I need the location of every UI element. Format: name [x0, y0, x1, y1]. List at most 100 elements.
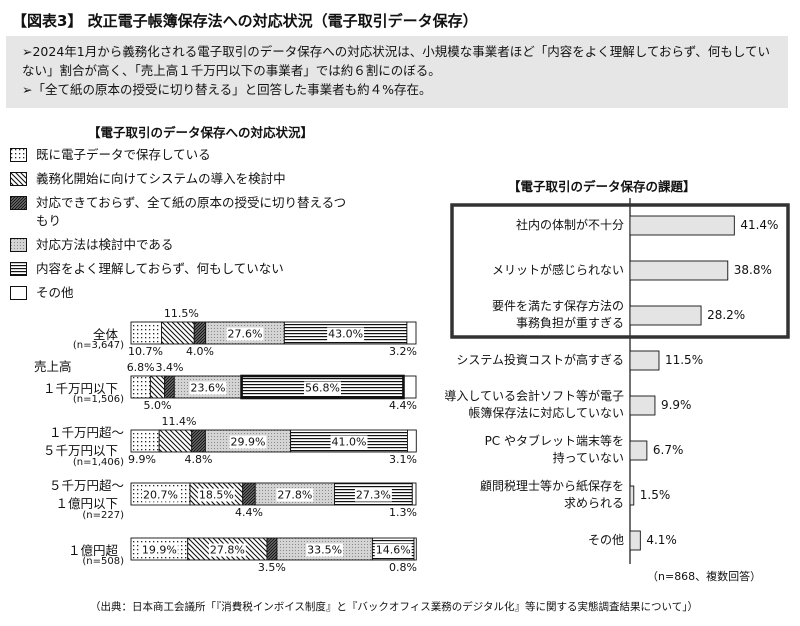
bar-label-background [354, 488, 392, 502]
bar-label-background [140, 543, 178, 557]
bar-label-background [197, 488, 235, 502]
issue-category-label: メリットが感じられない [491, 263, 624, 277]
stacked-bar-segment [130, 375, 151, 399]
bar-label-background [208, 543, 246, 557]
issue-category-line: 帳簿保存法に対応していない [468, 406, 624, 420]
issue-category-label: 社内の体制が不十分 [515, 218, 624, 232]
issue-bar [629, 395, 656, 416]
sales-heading: 売上高 [34, 359, 72, 374]
bar-value-label-above: 3.4% [155, 361, 184, 374]
issue-category-line: 要件を満たす保存方法の [491, 299, 624, 313]
stacked-bar-segment [413, 537, 417, 561]
bar-value-label: 14.6% [376, 544, 411, 557]
bar-value-label: 19.9% [142, 544, 177, 557]
stacked-bar-segment [411, 482, 417, 506]
bar-label-background [189, 381, 227, 395]
bar-value-label-above: 11.4% [161, 415, 197, 428]
bar-value-label-below: 4.4% [234, 506, 263, 519]
category-label: ５千万円超～ [48, 478, 124, 493]
issue-value-label: 38.8% [733, 263, 772, 277]
bar-value-label: 18.5% [199, 489, 234, 502]
stacked-bar-segment [193, 321, 207, 345]
category-n-label: (n=227) [82, 510, 124, 521]
bar-value-label: 27.3% [356, 489, 391, 502]
bar-value-label: 27.8% [277, 489, 312, 502]
issue-category-line: 導入している会計ソフト等が電子 [444, 389, 624, 403]
issue-category-label: PC やタブレット端末等を 持っていない [485, 433, 624, 467]
stacked-bar-segment [161, 321, 195, 345]
issue-value-label: 9.9% [660, 398, 692, 412]
bar-value-label: 29.9% [231, 436, 266, 449]
bar-label-background [306, 543, 344, 557]
source-note: （出典：日本商工会議所「『消費税インボイス制度』と『バックオフィス業務のデジタル… [90, 601, 698, 613]
stacked-bar-segment [242, 482, 256, 506]
bar-value-label: 43.0% [328, 328, 363, 341]
right-chart-title: 【電子取引のデータ保存の課題】 [508, 179, 696, 194]
bar-value-label-below: 3.2% [389, 345, 417, 358]
issue-bar [629, 305, 702, 326]
bar-label-background [330, 435, 368, 449]
stacked-bar-segment [266, 537, 278, 561]
issue-value-label: 41.4% [740, 218, 779, 232]
stacked-bar-segment [130, 429, 160, 453]
category-label: 全体 [92, 327, 118, 342]
bar-value-label-below: 1.3% [389, 506, 417, 519]
issue-category-label: その他 [587, 533, 624, 547]
bar-value-label-above: 6.8% [126, 361, 155, 374]
summary-box: ➢2024年1月から義務化される電子取引のデータ保存への対応状況は、小規模な事業… [6, 36, 788, 108]
bar-value-label: 27.8% [210, 544, 245, 557]
highlight-box [240, 374, 405, 400]
bar-value-label: 56.8% [305, 382, 340, 395]
issue-category-line: 求められる [563, 496, 624, 510]
legend-label: 対応方法は検討中である [36, 237, 174, 252]
bar-value-label: 27.6% [228, 328, 263, 341]
bar-value-label-below: 3.5% [257, 561, 286, 574]
issue-value-label: 1.5% [639, 488, 671, 502]
bar-label-background [142, 488, 179, 502]
bar-value-label: 20.7% [143, 489, 178, 502]
issue-value-label: 4.1% [646, 533, 677, 547]
bar-value-label-below: 4.4% [389, 399, 417, 412]
bar-value-label: 23.6% [190, 382, 225, 395]
bar-value-label-below: 3.1% [389, 453, 417, 466]
stacked-bar-segment [191, 429, 206, 453]
issue-category-line: 事務負担が重すぎる [515, 316, 624, 330]
legend-label: その他 [36, 285, 74, 300]
legend-label: 既に電子データで保存している [36, 147, 211, 162]
stacked-bar-segment [149, 375, 166, 399]
bar-label-background [276, 488, 314, 502]
bar-value-label-below: 10.7% [128, 345, 163, 358]
issue-category-label: 顧問税理士等から紙保存を 求められる [480, 478, 624, 512]
stacked-bar-segment [158, 429, 193, 453]
bar-label-background [327, 327, 365, 341]
category-label: １億円以下 [55, 496, 118, 511]
stacked-bar-segment [407, 429, 417, 453]
right-chart-note: （n=868、複数回答） [647, 570, 762, 583]
bar-label-background [229, 435, 267, 449]
stacked-bar-segment [130, 321, 162, 345]
stacked-bar-segment [406, 321, 417, 345]
issue-category-label: システム投資コストが高すぎる [456, 353, 624, 367]
issue-category-label: 要件を満たす保存方法の事務負担が重すぎる [492, 298, 624, 332]
legend-label: 義務化開始に向けてシステムの導入を検討中 [36, 171, 286, 186]
category-n-label: (n=3,647) [72, 340, 124, 351]
bar-value-label-below: 4.0% [185, 345, 214, 358]
bar-label-background [226, 327, 264, 341]
issue-category-line: PC やタブレット端末等を [484, 434, 624, 448]
issue-bar [629, 440, 648, 461]
highlight-frame [450, 203, 790, 339]
issue-bar [629, 530, 641, 551]
legend-label: 内容をよく理解しておらず、何もしていない [36, 261, 284, 276]
bar-value-label-above: 11.5% [163, 307, 199, 320]
category-label: １千万円以下 [42, 381, 118, 396]
issue-value-label: 11.5% [664, 353, 704, 367]
bar-value-label: 33.5% [307, 544, 342, 557]
issue-bar [629, 215, 735, 236]
bar-label-background [374, 543, 412, 557]
summary-bullet-2: ➢「全て紙の原本の授受に切り替える」と回答した事業者も約４%存在。 [22, 82, 432, 97]
legend-label: 対応できておらず、全て紙の原本の授受に切り替えるつもり [36, 195, 347, 228]
summary-bullet-1: ➢2024年1月から義務化される電子取引のデータ保存への対応状況は、小規模な事業… [22, 44, 770, 78]
issue-bar [629, 260, 729, 281]
issue-bar [629, 350, 660, 371]
